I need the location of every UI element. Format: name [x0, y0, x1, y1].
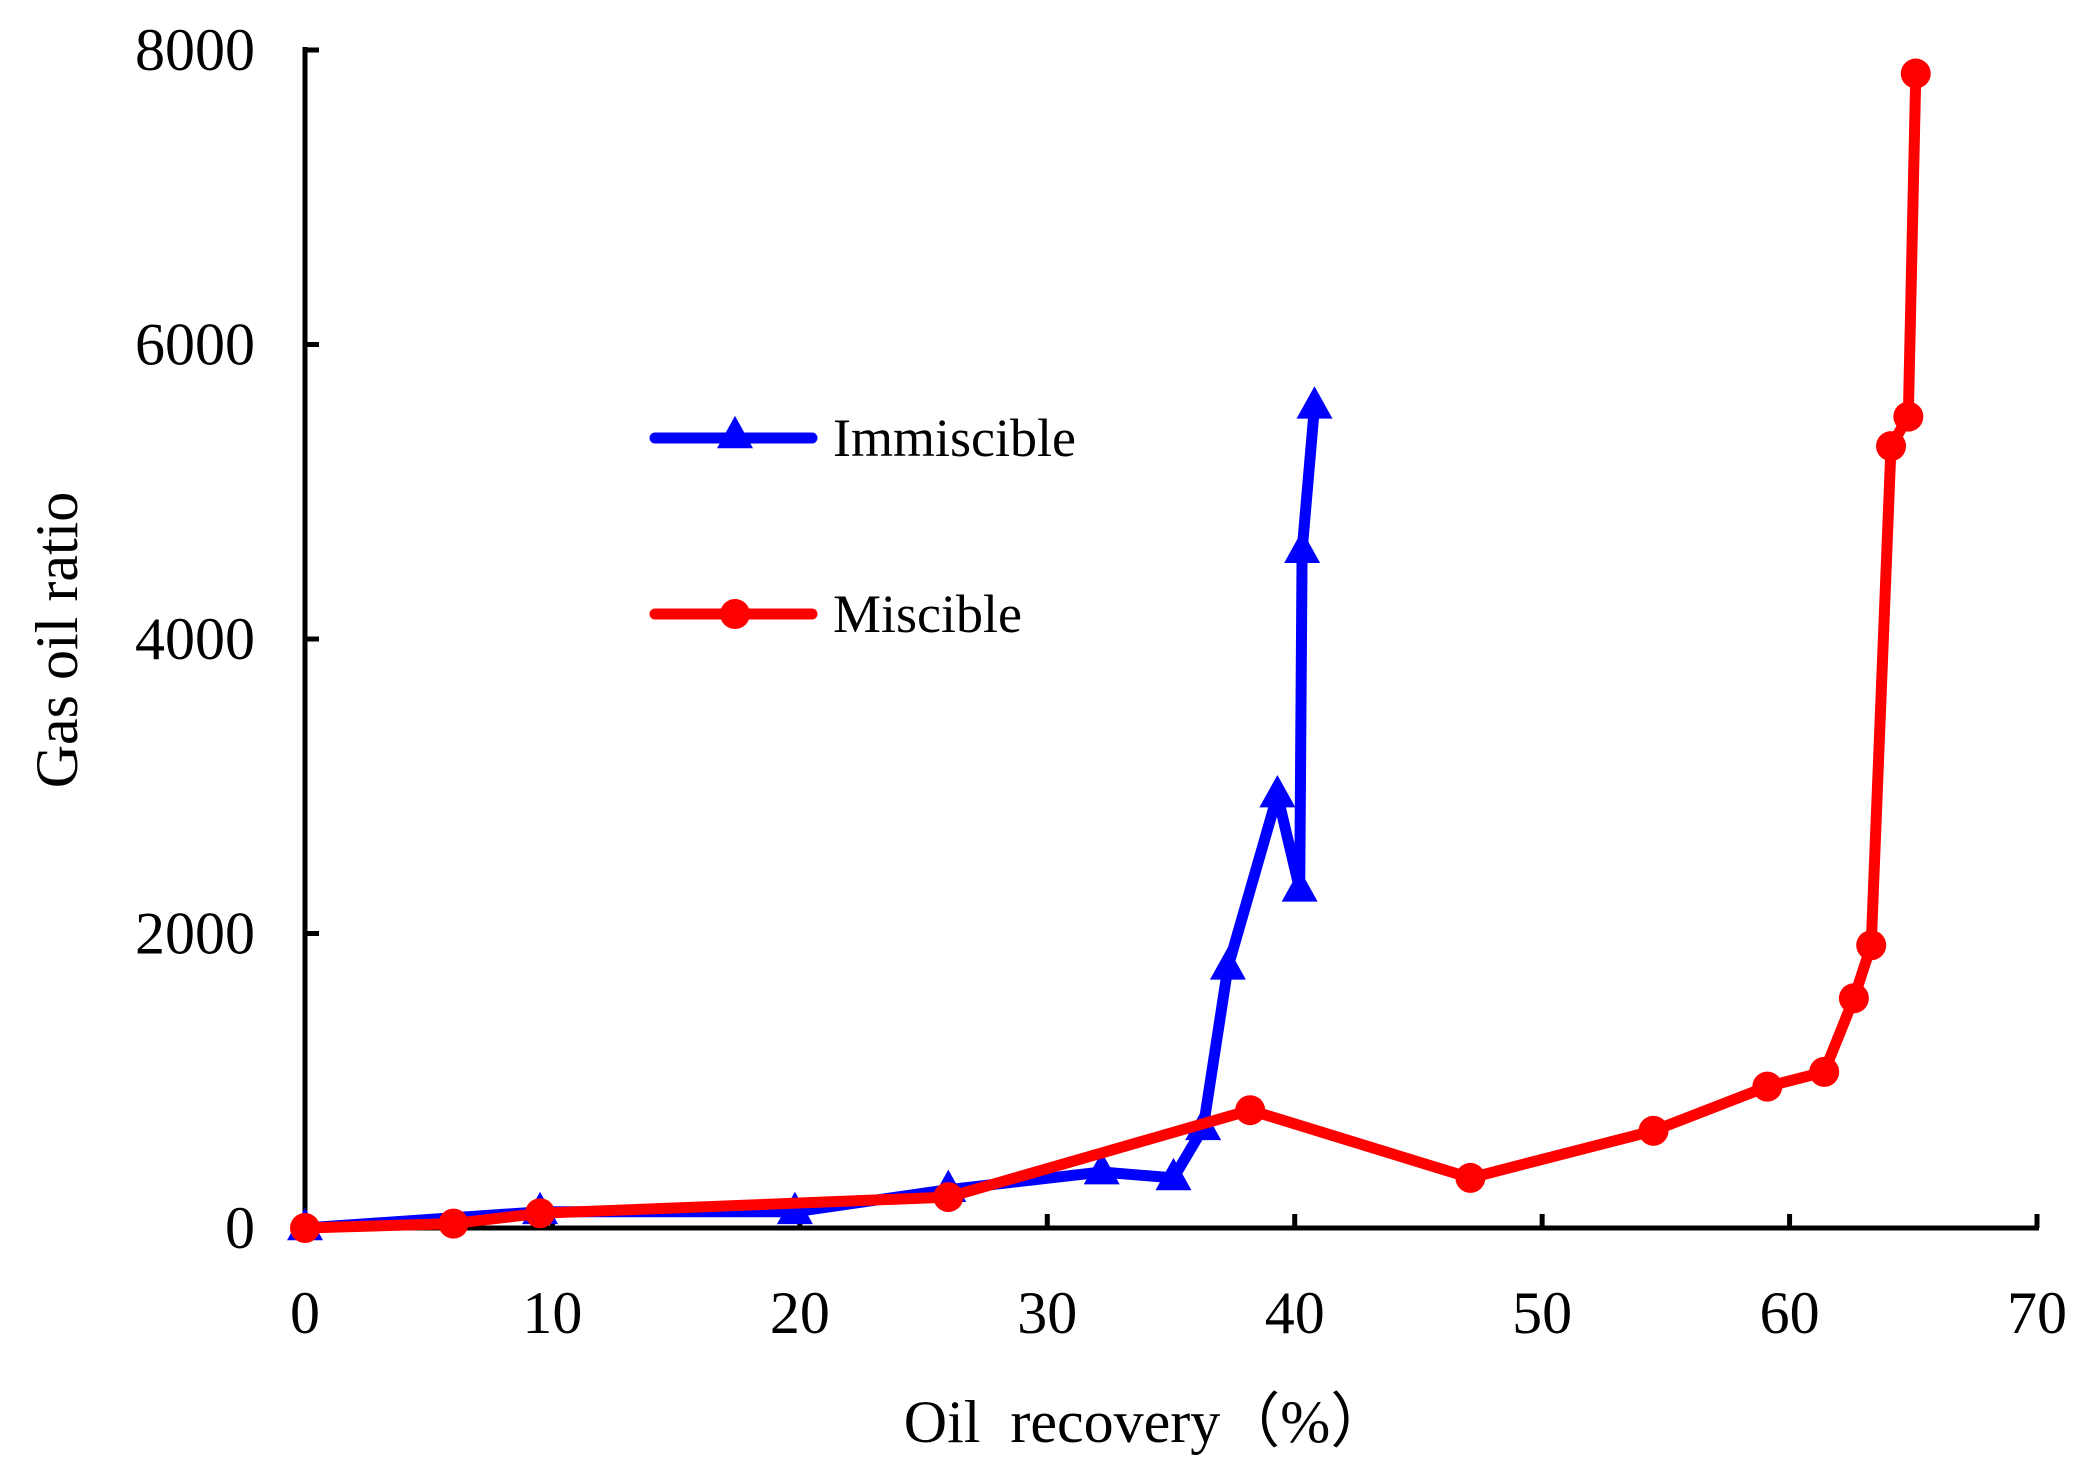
data-point-immiscible [1155, 1157, 1192, 1191]
data-point-miscible [290, 1213, 320, 1243]
legend: Immiscible Miscible [649, 408, 1076, 644]
data-point-immiscible [1083, 1151, 1120, 1185]
series-miscible [290, 58, 1931, 1243]
x-tick-label: 0 [290, 1280, 320, 1346]
legend-item-miscible: Miscible [649, 584, 1022, 644]
legend-marker [717, 415, 753, 449]
series-line-miscible [299, 68, 1922, 1234]
legend-label-miscible: Miscible [833, 584, 1022, 644]
data-point-immiscible [1296, 386, 1333, 419]
legend-item-immiscible: Immiscible [649, 408, 1076, 468]
data-point-immiscible [1209, 947, 1246, 980]
y-tick-label: 4000 [135, 606, 255, 672]
y-tick-label: 6000 [135, 312, 255, 378]
y-axis-title: Gas oil ratio [24, 492, 90, 789]
x-tick-label: 60 [1760, 1280, 1820, 1346]
legend-label-immiscible: Immiscible [833, 408, 1076, 468]
x-axis-title: Oil recovery（%） [904, 1389, 1391, 1455]
data-point-miscible [1809, 1056, 1840, 1087]
x-tick-label: 30 [1017, 1280, 1077, 1346]
data-point-immiscible [1281, 869, 1318, 902]
series-line-immiscible [299, 400, 1320, 1234]
data-point-immiscible [1259, 774, 1296, 808]
ticks: 0 2000 4000 6000 8000 0 10 20 30 40 50 60 70 [135, 17, 2067, 1346]
series-layer [287, 58, 1931, 1243]
x-tick-label: 40 [1265, 1280, 1325, 1346]
data-point-miscible [1856, 930, 1887, 961]
data-point-miscible [1838, 983, 1869, 1014]
x-tick-label: 70 [2007, 1280, 2067, 1346]
data-point-miscible [1900, 58, 1931, 89]
data-point-miscible [933, 1182, 964, 1213]
y-tick-label: 8000 [135, 17, 255, 83]
y-tick-label: 2000 [135, 901, 255, 967]
data-point-immiscible [1284, 530, 1321, 563]
data-point-miscible [525, 1198, 556, 1229]
data-point-miscible [1876, 431, 1907, 462]
data-point-miscible [438, 1208, 469, 1239]
legend-marker [720, 599, 750, 629]
data-point-miscible [1638, 1115, 1669, 1146]
data-point-miscible [1455, 1162, 1486, 1193]
axes [302, 47, 2039, 1231]
data-point-miscible [1893, 401, 1924, 432]
data-point-miscible [1752, 1071, 1783, 1102]
x-tick-label: 20 [770, 1280, 830, 1346]
series-immiscible [287, 386, 1333, 1241]
data-point-miscible [1235, 1095, 1266, 1126]
x-tick-label: 10 [522, 1280, 582, 1346]
y-tick-label: 0 [225, 1195, 255, 1261]
x-tick-label: 50 [1512, 1280, 1572, 1346]
